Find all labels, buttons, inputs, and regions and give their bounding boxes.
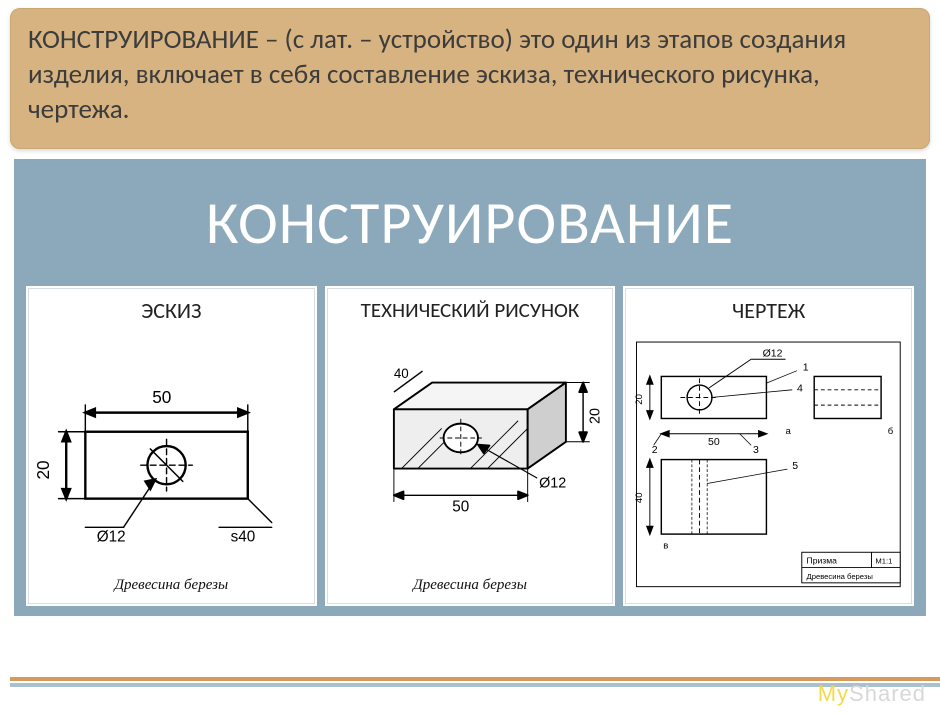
watermark-prefix: My bbox=[818, 681, 849, 706]
view-a: а bbox=[786, 425, 792, 436]
dim-thickness: s40 bbox=[231, 528, 256, 545]
titleblock-name: Призма bbox=[807, 555, 838, 565]
card-drawing: ЧЕРТЕЖ bbox=[623, 286, 914, 606]
dim-width: 50 bbox=[708, 436, 720, 448]
titleblock-material: Древесина березы bbox=[807, 572, 873, 581]
dim-diameter: Ø12 bbox=[539, 476, 566, 492]
callout-2: 2 bbox=[652, 443, 658, 455]
callout-1: 1 bbox=[803, 361, 809, 373]
dim-height: 20 bbox=[33, 460, 53, 479]
dim-diameter: Ø12 bbox=[763, 347, 783, 359]
card-sketch: ЭСКИЗ bbox=[26, 286, 317, 606]
dim-height2: 40 bbox=[635, 492, 646, 503]
main-panel: КОНСТРУИРОВАНИЕ ЭСКИЗ bbox=[12, 157, 928, 618]
dim-width: 50 bbox=[152, 387, 171, 407]
card-caption: Древесина березы bbox=[114, 577, 228, 604]
sketch-diagram: 50 20 Ø12 s40 bbox=[28, 324, 315, 578]
view-v: в bbox=[664, 540, 669, 551]
card-title: ЭСКИЗ bbox=[141, 288, 201, 323]
callout-4: 4 bbox=[797, 382, 803, 394]
definition-text: КОНСТРУИРОВАНИЕ – (с лат. – устройство) … bbox=[28, 23, 846, 126]
tech-diagram: 50 20 40 Ø12 bbox=[327, 322, 614, 577]
dim-width: 50 bbox=[452, 499, 469, 516]
callout-3: 3 bbox=[753, 443, 759, 455]
dim-depth: 40 bbox=[394, 366, 409, 381]
footer-bars bbox=[10, 677, 940, 687]
dim-diameter: Ø12 bbox=[97, 528, 126, 545]
card-caption: Древесина березы bbox=[413, 577, 527, 604]
dim-height: 20 bbox=[587, 408, 603, 424]
watermark: MyShared bbox=[818, 681, 926, 707]
drawing-diagram: Ø12 50 20 40 1 2 3 4 5 а б в bbox=[625, 324, 912, 605]
card-title: ЧЕРТЕЖ bbox=[732, 288, 805, 323]
panel-title: КОНСТРУИРОВАНИЕ bbox=[20, 167, 920, 286]
cards-row: ЭСКИЗ bbox=[20, 286, 920, 606]
card-technical: ТЕХНИЧЕСКИЙ РИСУНОК bbox=[325, 286, 616, 606]
view-b: б bbox=[888, 425, 894, 436]
definition-box: КОНСТРУИРОВАНИЕ – (с лат. – устройство) … bbox=[10, 8, 930, 149]
watermark-rest: Shared bbox=[849, 681, 926, 706]
card-title: ТЕХНИЧЕСКИЙ РИСУНОК bbox=[361, 288, 580, 322]
dim-height: 20 bbox=[635, 394, 646, 405]
callout-5: 5 bbox=[793, 460, 799, 472]
titleblock-scale: М1:1 bbox=[876, 556, 893, 565]
